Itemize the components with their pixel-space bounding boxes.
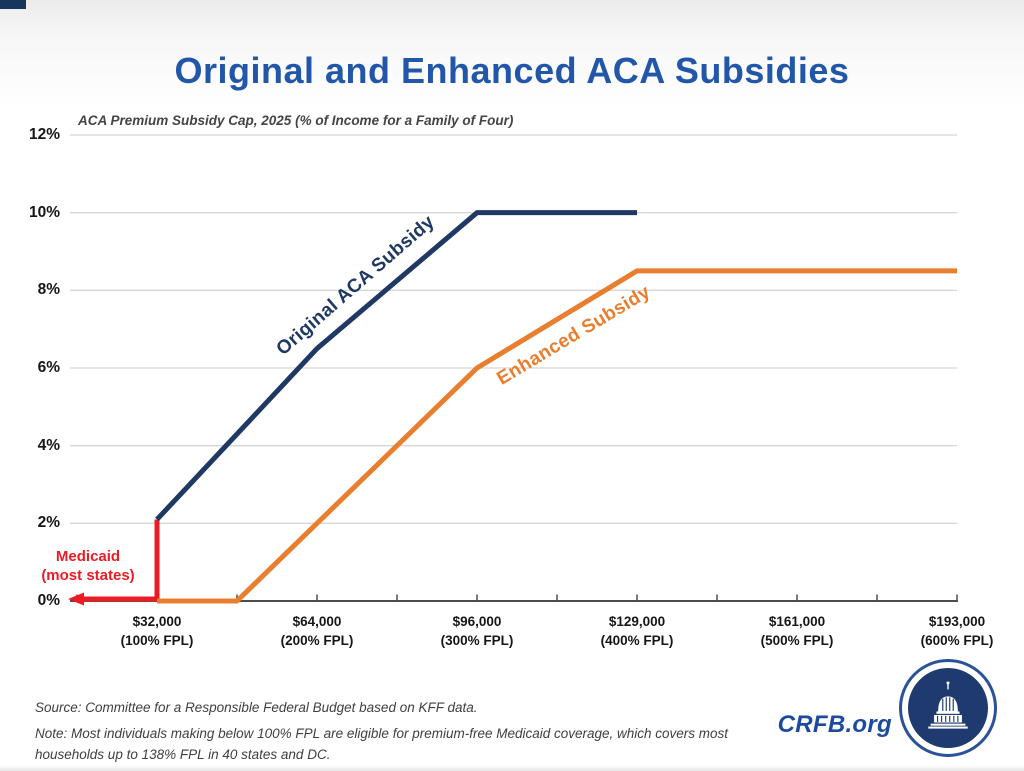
x-label-fpl: (600% FPL) xyxy=(920,633,994,648)
x-label-fpl: (200% FPL) xyxy=(280,633,354,648)
x-label-income: $96,000 xyxy=(452,614,502,629)
x-label-income: $161,000 xyxy=(768,614,826,629)
y-tick-label-0: 0% xyxy=(37,592,60,609)
x-label-fpl: (300% FPL) xyxy=(440,633,514,648)
medicaid-annotation-line2: (most states) xyxy=(41,567,135,584)
y-tick-label-4: 4% xyxy=(37,436,60,454)
x-category-label-200fpl: $64,000 (200% FPL) xyxy=(247,612,387,650)
y-tick-label-12: 12% xyxy=(28,126,60,143)
series-label-enhanced: Enhanced Subsidy xyxy=(493,281,655,390)
y-tick-label-6: 6% xyxy=(37,359,60,376)
medicaid-annotation: Medicaid (most states) xyxy=(24,547,152,585)
chart-title: Original and Enhanced ACA Subsidies xyxy=(174,50,850,91)
medicaid-arrow-head xyxy=(68,592,84,606)
x-category-label-300fpl: $96,000 (300% FPL) xyxy=(407,612,547,650)
crfb-brand-text: CRFB.org xyxy=(777,711,892,738)
x-label-fpl: (400% FPL) xyxy=(600,633,674,648)
x-label-income: $193,000 xyxy=(928,614,986,629)
x-label-income: $64,000 xyxy=(292,614,342,629)
series-label-original: Original ACA Subsidy xyxy=(272,211,439,360)
x-label-income: $129,000 xyxy=(608,614,666,629)
chart-subtitle: ACA Premium Subsidy Cap, 2025 (% of Inco… xyxy=(78,113,514,128)
y-tick-label-8: 8% xyxy=(37,281,60,299)
x-category-label-100fpl: $32,000 (100% FPL) xyxy=(87,612,227,650)
medicaid-annotation-line1: Medicaid xyxy=(55,548,121,565)
series-line-enhanced xyxy=(157,268,957,604)
y-tick-label-10: 10% xyxy=(28,203,60,221)
x-label-fpl: (500% FPL) xyxy=(760,633,834,648)
x-category-label-500fpl: $161,000 (500% FPL) xyxy=(727,612,867,650)
bottom-shade xyxy=(0,765,1024,771)
x-label-fpl: (100% FPL) xyxy=(120,633,194,648)
note-text: Note: Most individuals making below 100%… xyxy=(35,726,729,762)
x-category-label-400fpl: $129,000 (400% FPL) xyxy=(567,612,707,650)
capitol-icon xyxy=(928,681,968,729)
crfb-logo-disc xyxy=(908,668,988,748)
y-tick-label-2: 2% xyxy=(37,514,60,532)
crfb-logo xyxy=(899,659,997,757)
corner-mark xyxy=(0,0,26,9)
source-text: Source: Committee for a Responsible Fede… xyxy=(35,700,478,715)
x-category-label-600fpl: $193,000 (600% FPL) xyxy=(887,612,1024,650)
x-label-income: $32,000 xyxy=(132,614,182,629)
